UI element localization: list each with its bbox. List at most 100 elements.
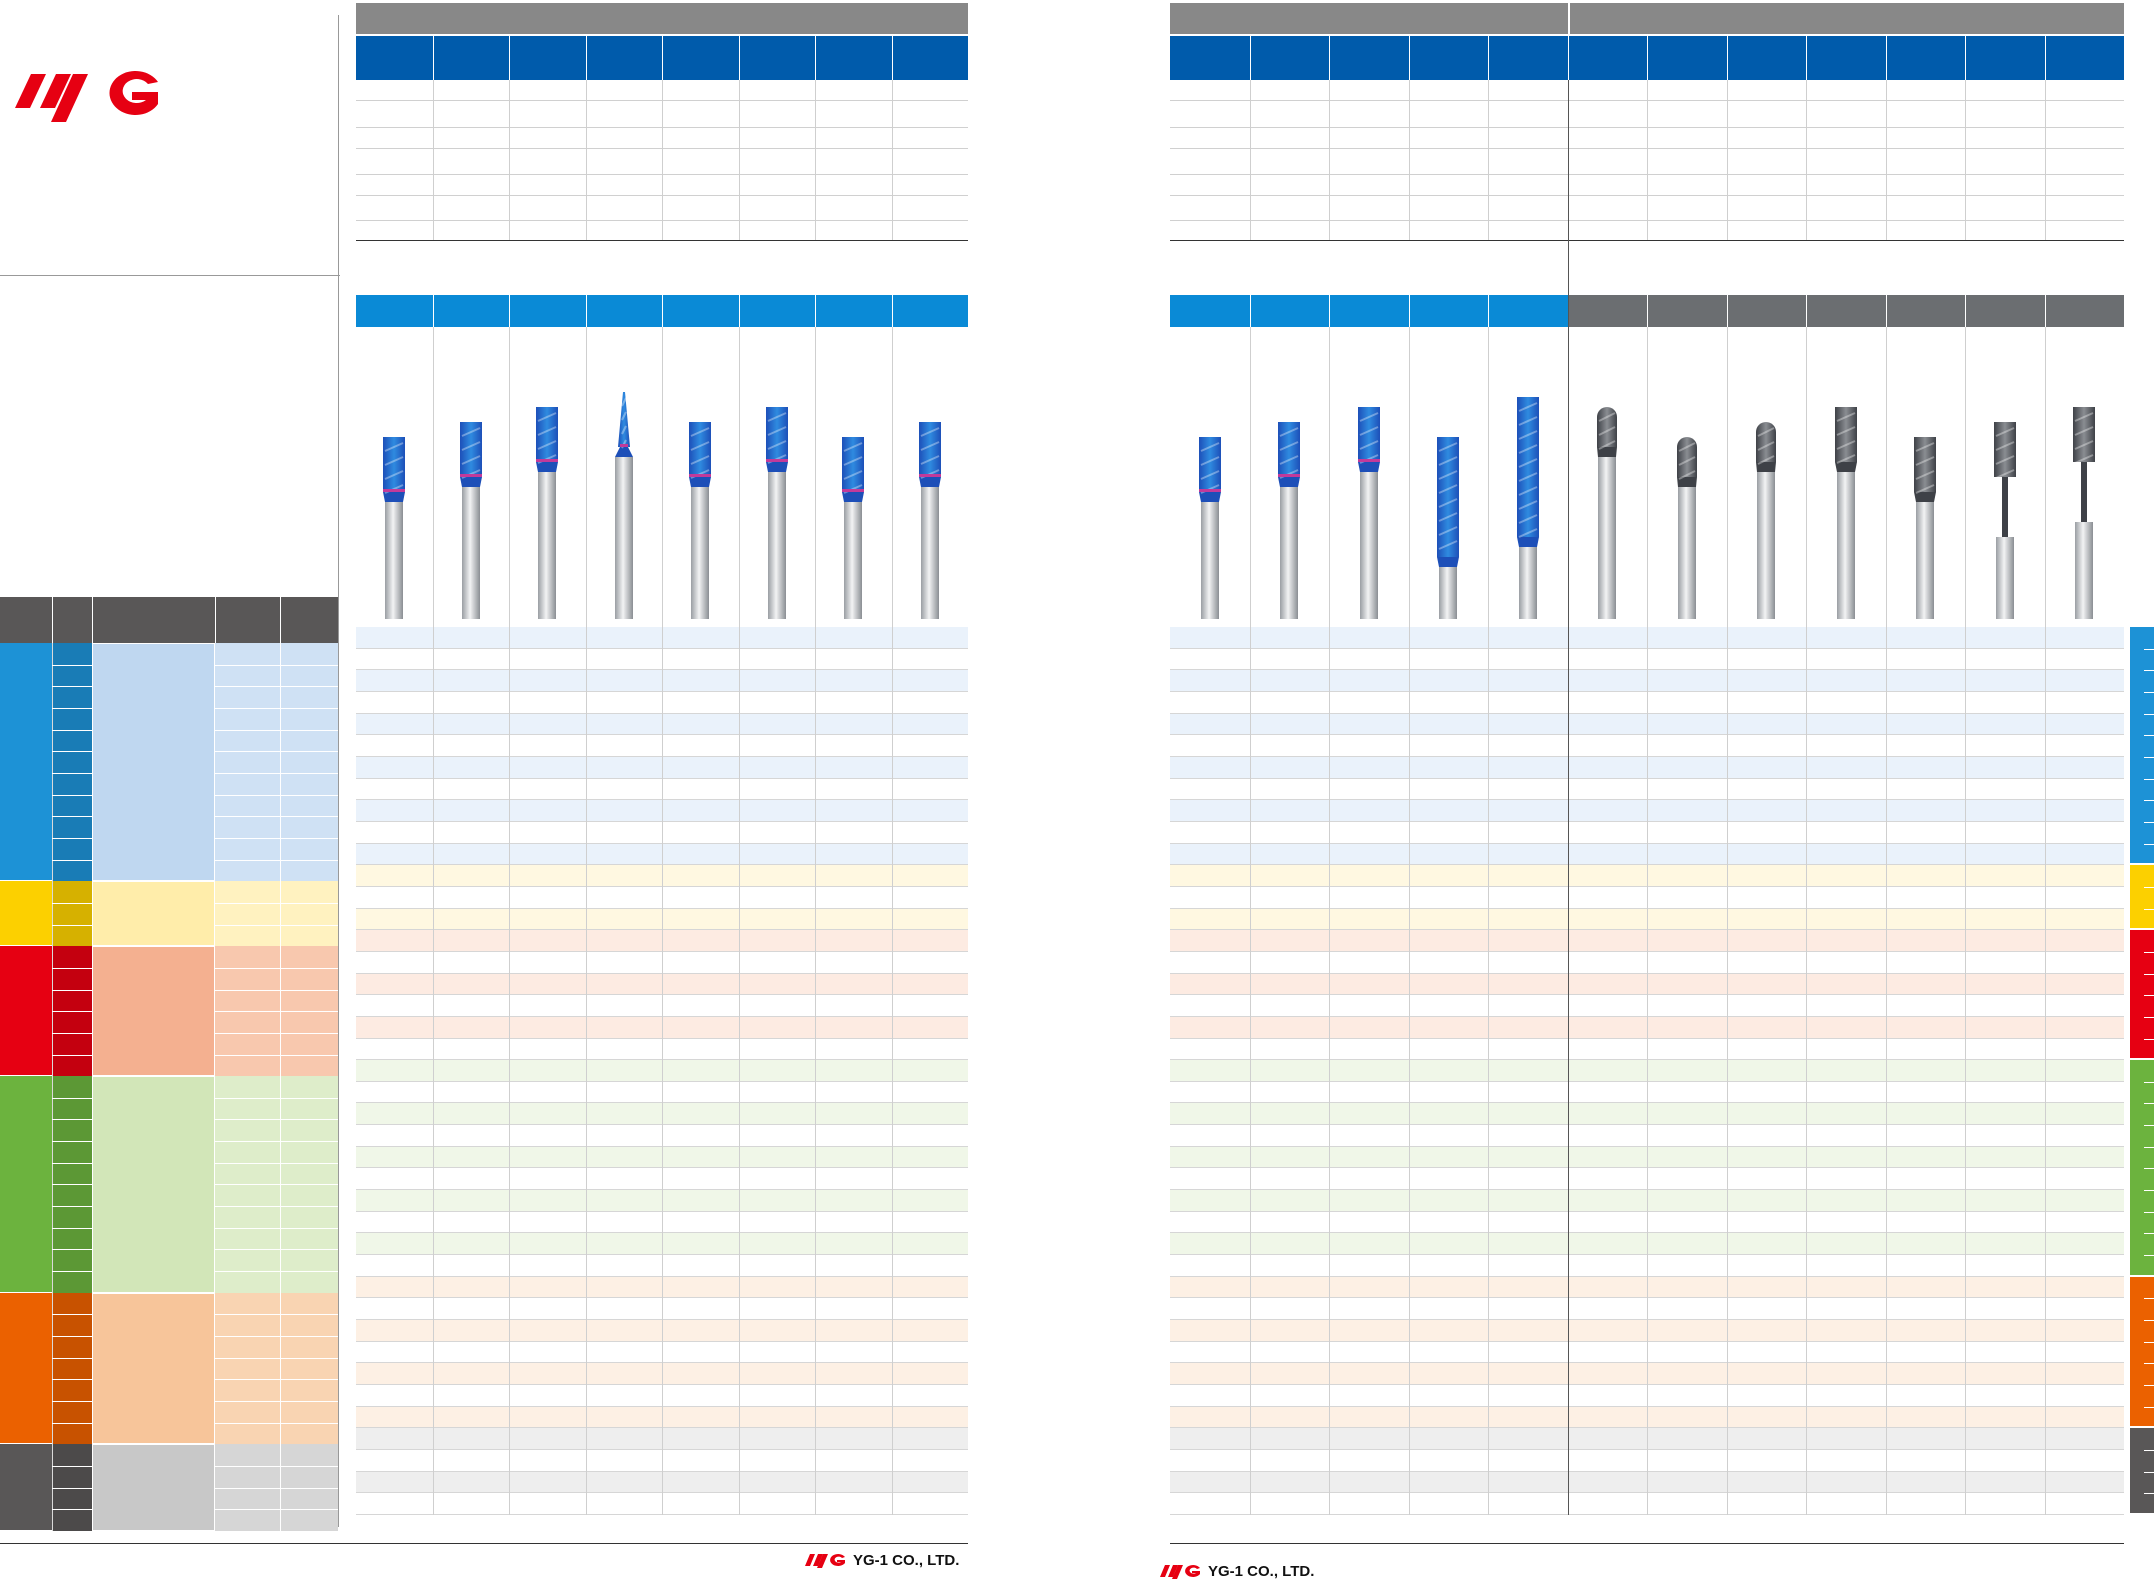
column-separator: [1568, 36, 1569, 80]
multi-flute-end-mill-icon: [918, 422, 941, 619]
spec-column-line: [739, 80, 740, 240]
tab-tick: [2144, 821, 2154, 823]
roughing-end-mill-icon: [1437, 437, 1460, 619]
legend-row-line: [215, 1011, 338, 1013]
grid-column-line: [1727, 627, 1728, 1515]
grid-column-line: [892, 627, 893, 1515]
legend-row-line: [52, 989, 92, 991]
header-band-blue-right: [1170, 36, 2124, 80]
legend-row-line: [52, 1227, 92, 1229]
spec-row-line: [1170, 240, 2124, 241]
material-name-cell: [92, 1076, 215, 1293]
column-separator: [1329, 36, 1330, 80]
iso-group-cell: [0, 643, 52, 882]
tool-column-line: [433, 327, 434, 627]
square-end-mill-icon: [765, 407, 788, 619]
legend-row-line: [52, 1206, 92, 1208]
column-separator: [1250, 295, 1251, 327]
material-property-cell: [215, 1076, 338, 1293]
spec-column-line: [1727, 80, 1728, 240]
spec-column-line: [509, 80, 510, 240]
column-separator: [1727, 36, 1728, 80]
legend-row-line: [52, 686, 92, 688]
legend-row-line: [52, 1314, 92, 1316]
material-tab[interactable]: [2130, 1060, 2154, 1275]
legend-row-line: [215, 967, 338, 969]
tab-tick: [2144, 1038, 2154, 1040]
column-separator: [815, 36, 816, 80]
square-end-mill-icon: [1914, 437, 1937, 619]
tool-column-line: [2045, 327, 2046, 627]
material-property-cell: [215, 1292, 338, 1445]
legend-header-separator: [280, 597, 281, 643]
legend-header-separator: [215, 597, 216, 643]
tool-image: [1587, 327, 1627, 627]
spec-column-line: [662, 80, 663, 240]
column-separator: [739, 36, 740, 80]
iso-group-cell: [0, 1076, 52, 1293]
spec-column-line: [1647, 80, 1648, 240]
tool-column-line: [1806, 327, 1807, 627]
long-roughing-end-mill-icon: [1516, 397, 1539, 619]
column-separator: [662, 36, 663, 80]
legend-row-line: [215, 1509, 338, 1511]
legend-row-line: [215, 729, 338, 731]
legend-row-line: [215, 1401, 338, 1403]
yg-small-logo-icon: [805, 1554, 845, 1568]
spec-column-line: [1250, 80, 1251, 240]
footer-rule-right: [1170, 1543, 2124, 1544]
column-separator: [815, 295, 816, 327]
tab-tick: [2144, 1211, 2154, 1213]
legend-row-line: [215, 924, 338, 926]
material-side-tabs[interactable]: [2130, 627, 2154, 1515]
tab-tick: [2144, 670, 2154, 672]
stub-end-mill-icon: [536, 407, 559, 619]
legend-row-line: [52, 1011, 92, 1013]
yg-logo-icon: [15, 71, 158, 122]
tool-image: [1826, 327, 1866, 627]
legend-row-line: [52, 664, 92, 666]
legend-col-line: [280, 881, 281, 947]
legend-row-line: [52, 707, 92, 709]
recommendation-grid-right: [1170, 627, 2124, 1515]
tool-image: [1269, 327, 1309, 627]
column-separator: [1806, 36, 1807, 80]
spec-column-line: [1806, 80, 1807, 240]
material-tab[interactable]: [2130, 627, 2154, 864]
tool-image: [1667, 327, 1707, 627]
legend-col-line: [280, 1444, 281, 1531]
footer-rule-left: [0, 1543, 968, 1544]
legend-row-line: [52, 1487, 92, 1489]
ball-end-mill-icon: [1756, 422, 1777, 619]
legend-row-line: [215, 751, 338, 753]
tool-image: [1985, 327, 2025, 627]
tab-tick: [2144, 951, 2154, 953]
tool-image: [527, 327, 567, 627]
material-tab[interactable]: [2130, 1276, 2154, 1427]
legend-row-line: [52, 816, 92, 818]
tool-images-right: [1170, 327, 2124, 627]
ball-end-mill-icon: [1676, 437, 1697, 619]
header-band-gray-right-b: [1570, 3, 2124, 34]
tool-column-line: [739, 327, 740, 627]
legend-row-line: [52, 1509, 92, 1511]
legend-row-line: [215, 1227, 338, 1229]
material-property-cell: [215, 881, 338, 947]
tool-image: [1428, 327, 1468, 627]
square-end-mill-icon: [459, 422, 482, 619]
legend-row-line: [52, 924, 92, 926]
material-tab[interactable]: [2130, 865, 2154, 929]
grid-column-line: [586, 627, 587, 1515]
tool-image: [1905, 327, 1945, 627]
spec-column-line: [1329, 80, 1330, 240]
tab-tick: [2144, 1255, 2154, 1257]
spec-column-line: [892, 80, 893, 240]
material-tab[interactable]: [2130, 930, 2154, 1059]
legend-row-line: [52, 1336, 92, 1338]
grid-column-line: [1806, 627, 1807, 1515]
yg-small-logo-icon: [1160, 1565, 1200, 1579]
tool-column-line: [1409, 327, 1410, 627]
spec-column-line: [1886, 80, 1887, 240]
material-tab[interactable]: [2130, 1428, 2154, 1513]
tool-column-line: [1965, 327, 1966, 627]
